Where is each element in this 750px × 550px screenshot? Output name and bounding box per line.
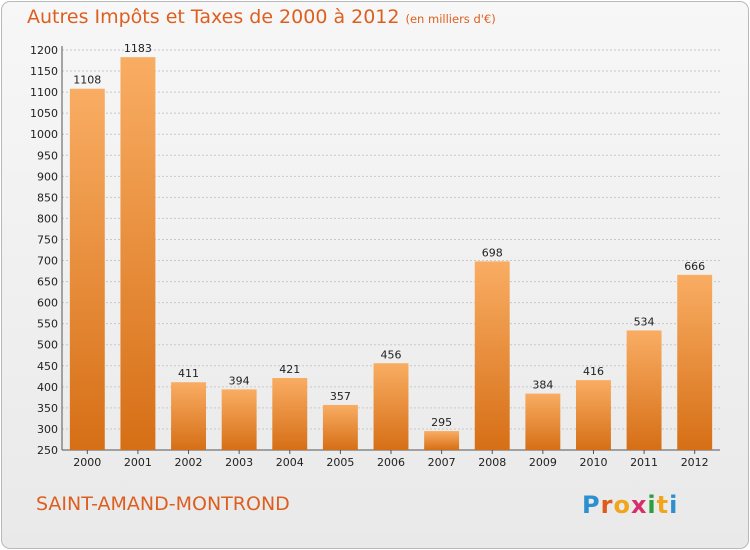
- y-tick-label: 900: [37, 170, 58, 183]
- y-tick-label: 1200: [30, 44, 58, 57]
- bar-2002: [171, 382, 207, 450]
- y-tick-label: 700: [37, 255, 58, 268]
- y-tick-label: 550: [37, 318, 58, 331]
- bars: [69, 57, 713, 450]
- x-tick-label-2004: 2004: [276, 456, 304, 469]
- y-tick-label: 450: [37, 360, 58, 373]
- x-tick-label-2012: 2012: [681, 456, 709, 469]
- bar-2000: [69, 88, 105, 450]
- x-tick-label-2002: 2002: [175, 456, 203, 469]
- y-tick-label: 650: [37, 276, 58, 289]
- x-tick-label-2001: 2001: [124, 456, 152, 469]
- logo-letter: P: [582, 491, 601, 519]
- x-tick-label-2006: 2006: [377, 456, 405, 469]
- x-tick-label-2011: 2011: [630, 456, 658, 469]
- y-tick-label: 1000: [30, 128, 58, 141]
- y-tick-label: 750: [37, 233, 58, 246]
- chart-subtitle: (en milliers d'€): [405, 12, 496, 26]
- bar-2001: [120, 57, 156, 450]
- bar-2011: [626, 330, 662, 450]
- value-label-2004: 421: [279, 363, 300, 376]
- y-tick-label: 500: [37, 339, 58, 352]
- value-label-2009: 384: [532, 379, 553, 392]
- bar-2012: [677, 274, 713, 450]
- y-tick-label: 1050: [30, 107, 58, 120]
- logo-letter: r: [600, 491, 614, 519]
- labels: 250 300 350 400 450 500 550 600 650 700 750 800 850 9…: [30, 42, 709, 469]
- y-tick-label: 250: [37, 444, 58, 457]
- bar-2003: [221, 389, 257, 450]
- value-label-2000: 1108: [73, 74, 101, 87]
- value-label-2010: 416: [583, 365, 604, 378]
- x-tick-label-2000: 2000: [73, 456, 101, 469]
- bar-2005: [322, 404, 358, 450]
- bar-2008: [474, 261, 510, 450]
- logo-letter: i: [647, 491, 657, 519]
- y-tick-label: 400: [37, 381, 58, 394]
- y-tick-label: 950: [37, 149, 58, 162]
- x-tick-label-2007: 2007: [428, 456, 456, 469]
- y-tick-label: 1100: [30, 86, 58, 99]
- value-label-2012: 666: [684, 260, 705, 273]
- value-label-2008: 698: [482, 246, 503, 259]
- value-label-2002: 411: [178, 367, 199, 380]
- logo-letter: i: [669, 491, 679, 519]
- y-tick-label: 600: [37, 297, 58, 310]
- chart-title: Autres Impôts et Taxes de 2000 à 2012 (en…: [27, 6, 496, 28]
- chart-title-text: Autres Impôts et Taxes de 2000 à 2012: [27, 6, 400, 28]
- bar-2010: [575, 380, 611, 450]
- y-tick-label: 1150: [30, 65, 58, 78]
- x-tick-label-2005: 2005: [326, 456, 354, 469]
- bar-2007: [424, 431, 460, 450]
- value-label-2005: 357: [330, 390, 351, 403]
- y-tick-label: 300: [37, 423, 58, 436]
- value-label-2006: 456: [381, 348, 402, 361]
- y-tick-label: 350: [37, 402, 58, 415]
- x-tick-label-2003: 2003: [225, 456, 253, 469]
- proxiti-logo: Proxiti: [582, 491, 678, 519]
- bar-2004: [272, 378, 308, 450]
- bar-2009: [525, 393, 561, 450]
- x-tick-label-2010: 2010: [579, 456, 607, 469]
- value-label-2003: 394: [229, 374, 250, 387]
- y-tick-label: 800: [37, 212, 58, 225]
- logo-letter: x: [630, 491, 648, 519]
- y-tick-label: 850: [37, 191, 58, 204]
- bar-2006: [373, 363, 409, 450]
- logo-letter: t: [656, 491, 670, 519]
- logo-letter: o: [613, 491, 631, 519]
- x-tick-label-2009: 2009: [529, 456, 557, 469]
- town-name: SAINT-AMAND-MONTROND: [36, 493, 290, 515]
- value-label-2001: 1183: [124, 42, 152, 55]
- value-label-2007: 295: [431, 416, 452, 429]
- x-tick-label-2008: 2008: [478, 456, 506, 469]
- value-label-2011: 534: [634, 315, 655, 328]
